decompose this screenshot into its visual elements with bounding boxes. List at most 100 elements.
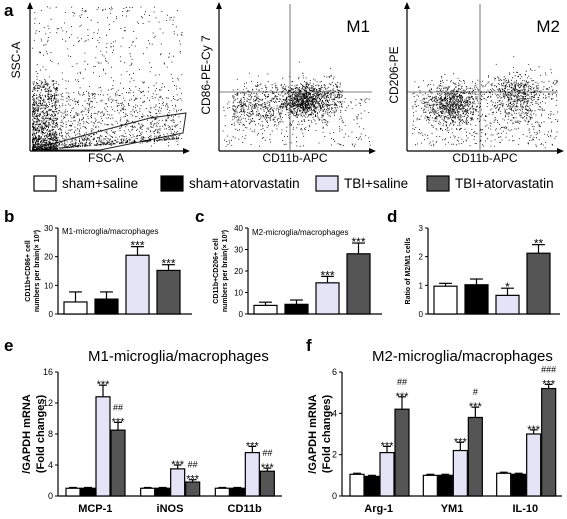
y-axis-label: /GAPDH mRNA [307, 394, 319, 474]
legend-label-sham-atorvastatin: sham+atorvastatin [189, 176, 300, 191]
bar [315, 282, 340, 315]
significance-label: ## [397, 377, 407, 387]
bar [170, 468, 186, 497]
bar [140, 487, 156, 497]
bar [452, 449, 468, 497]
x-category-label: Arg-1 [364, 503, 393, 515]
y-axis-label: numbers per brain(× 10³) [34, 230, 41, 312]
bar [511, 473, 527, 497]
significance-label: *** [261, 462, 275, 474]
y-tick-label: 0 [419, 310, 424, 319]
y-tick-label: 30 [234, 246, 243, 255]
bar [284, 303, 309, 315]
y-tick-label: 10 [234, 289, 243, 298]
bar [346, 253, 371, 315]
scatter-y-arrow [404, 2, 410, 9]
flow-scatter-fsc-ssc: SSC-A FSC-A [9, 2, 190, 165]
significance-label: *** [112, 416, 126, 428]
significance-label: *** [246, 440, 260, 452]
bar [422, 474, 438, 497]
y-tick-label: 2 [419, 253, 424, 262]
bar [80, 487, 96, 497]
x-category-label: MCP-1 [78, 503, 112, 515]
y-axis-label: (Fold changes) [321, 395, 333, 474]
y-tick-label: 6 [332, 367, 337, 377]
y-tick-label: 16 [43, 367, 53, 377]
y-axis-label: CD11b+CD206+ cell [213, 238, 220, 303]
legend-swatch-sham-atorvastatin [160, 175, 184, 192]
bar [526, 252, 551, 315]
chart-b-m1-cell-counts: M1-microglia/macrophages CD11b+CD86+ cell… [25, 224, 192, 319]
legend-swatch-tbi-saline [315, 175, 339, 192]
legend-label-tbi-saline: TBI+saline [344, 176, 408, 191]
m1-gate-label: M1 [346, 17, 370, 36]
m2-gate-label: M2 [536, 17, 560, 36]
significance-label: *** [381, 440, 395, 452]
legend-label-tbi-atorvastatin: TBI+atorvastatin [455, 176, 554, 191]
bar [433, 285, 458, 315]
scatter2-ylabel: CD86-PE-Cy 7 [199, 35, 213, 115]
scatter-x-arrow [183, 148, 190, 154]
legend: sham+saline sham+atorvastatin TBI+saline… [33, 175, 554, 192]
significance-label: *** [469, 401, 483, 413]
y-tick-label: 3 [419, 224, 424, 233]
y-axis-label: numbers per brain(× 10³) [222, 230, 229, 312]
scatter-events [412, 56, 559, 149]
scatter3-xlabel: CD11b-APC [452, 151, 517, 165]
bar [495, 294, 520, 315]
significance-label: *** [542, 378, 556, 390]
significance-label: ** [534, 237, 544, 251]
scatter-y-arrow [216, 2, 222, 9]
flow-scatter-m1: CD86-PE-Cy 7 CD11b-APC M1 [199, 2, 376, 165]
bar [244, 452, 260, 497]
chart-title: M2-microglia/macrophages [252, 228, 348, 237]
legend-label-sham-saline: sham+saline [62, 176, 138, 191]
y-axis-label: (Fold changes) [35, 395, 47, 474]
y-tick-label: 12 [43, 398, 53, 408]
y-tick-label: 0 [239, 310, 244, 319]
bar [349, 473, 365, 497]
y-tick-label: 0 [49, 310, 54, 319]
y-tick-label: 8 [48, 429, 53, 439]
chart-c-m2-cell-counts: M2-microglia/macrophages CD11b+CD206+ cel… [213, 224, 382, 319]
significance-label: # [473, 387, 478, 397]
y-tick-label: 30 [44, 224, 53, 233]
significance-label: ## [262, 448, 272, 458]
y-tick-label: 0 [48, 491, 53, 501]
bar [95, 396, 111, 497]
y-axis-label: /GAPDH mRNA [21, 394, 33, 474]
bar [63, 301, 88, 315]
significance-label: *** [186, 474, 200, 486]
significance-label: * [505, 280, 510, 294]
bar [253, 304, 278, 315]
panel-label-e: e [4, 336, 13, 355]
legend-swatch-sham-saline [33, 175, 57, 192]
y-tick-label: 4 [332, 408, 337, 418]
y-tick-label: 2 [332, 450, 337, 460]
bar [464, 284, 489, 315]
legend-swatch-tbi-atorvastatin [426, 175, 450, 192]
significance-label: ## [113, 402, 123, 412]
scatter-events [222, 61, 371, 147]
panel-label-b: b [4, 207, 14, 226]
bar [155, 487, 171, 497]
bar [364, 475, 380, 497]
scatter-events [32, 6, 183, 151]
significance-label: ## [188, 460, 198, 470]
significance-label: ### [541, 364, 556, 374]
scatter-x-arrow [369, 148, 376, 154]
scatter-y-arrow [27, 2, 33, 9]
panel-label-d: d [387, 207, 397, 226]
bar [110, 429, 126, 497]
bar [229, 487, 245, 497]
x-category-label: iNOS [157, 503, 184, 515]
bar [214, 487, 230, 497]
scatter1-ylabel: SSC-A [9, 42, 23, 79]
bar [259, 470, 275, 497]
bar [125, 254, 150, 315]
scatter3-ylabel: CD206-PE [387, 46, 401, 103]
chart-e-m1-mrna: M1-microglia/macrophages/GAPDH mRNA (Fold… [21, 348, 282, 515]
y-tick-label: 40 [234, 224, 243, 233]
panel-label-c: c [195, 207, 204, 226]
y-tick-label: 20 [234, 267, 243, 276]
